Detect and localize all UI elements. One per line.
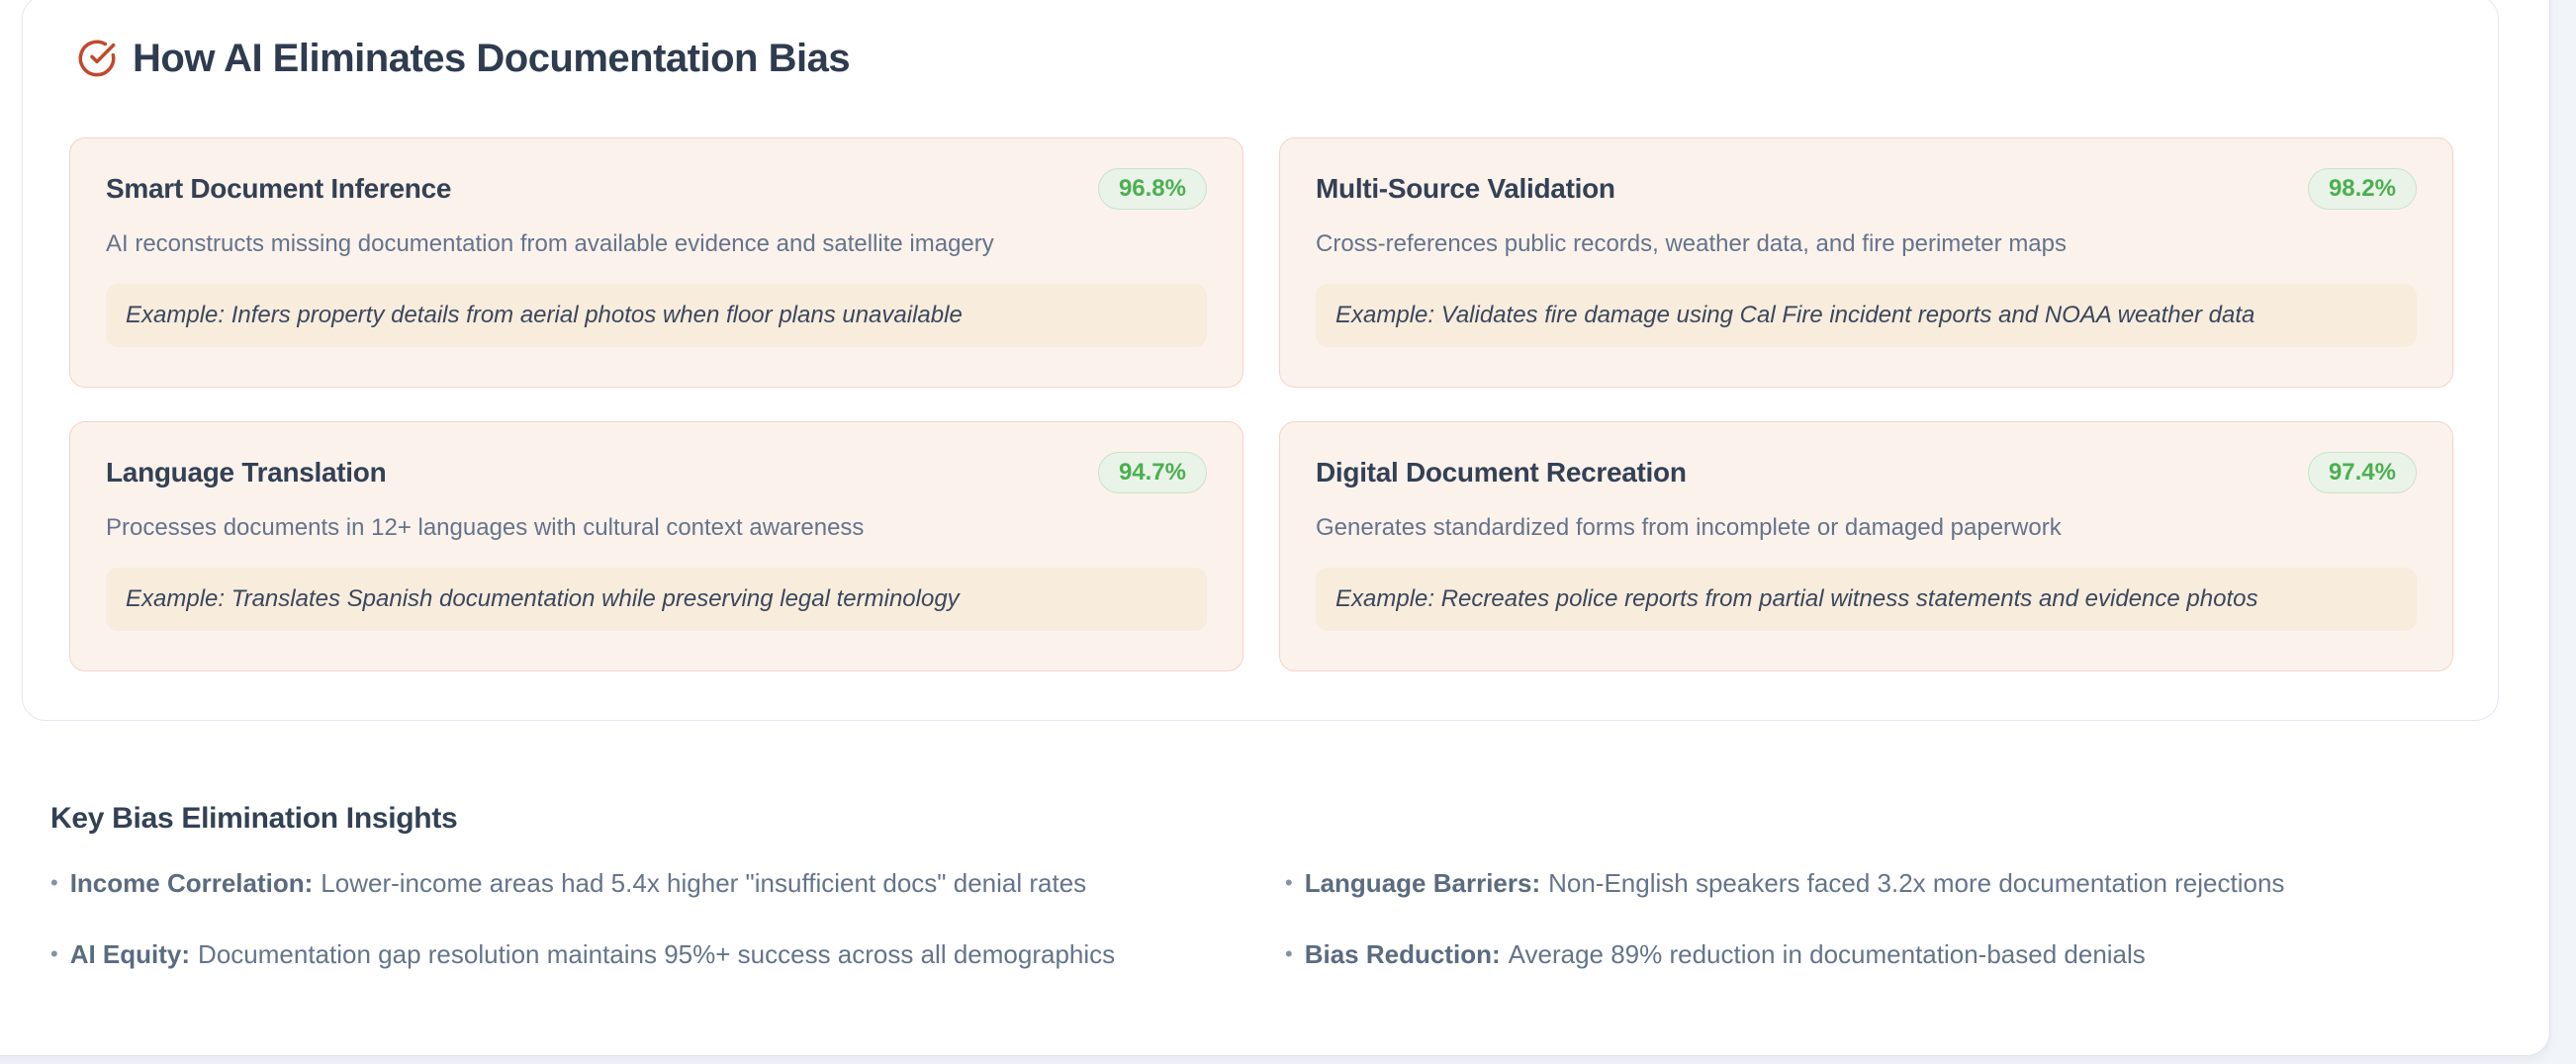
- insight-income-correlation: • Income Correlation: Lower-income areas h…: [50, 867, 1230, 899]
- feature-card-multi-source-validation: Multi-Source Validation 98.2% Cross-refe…: [1279, 137, 2453, 388]
- card-description: AI reconstructs missing documentation fr…: [106, 230, 994, 257]
- insights-heading: Key Bias Elimination Insights: [50, 802, 458, 835]
- panel-title: How AI Eliminates Documentation Bias: [133, 37, 851, 80]
- insight-label: Income Correlation:: [69, 868, 314, 898]
- bullet-icon: •: [50, 941, 58, 966]
- ai-bias-panel: How AI Eliminates Documentation Bias Sma…: [22, 0, 2499, 721]
- card-description: Processes documents in 12+ languages wit…: [106, 514, 865, 541]
- card-title: Multi-Source Validation: [1316, 173, 1615, 204]
- card-example: Example: Translates Spanish documentatio…: [106, 568, 1207, 631]
- bullet-icon: •: [1285, 870, 1293, 895]
- insights-section: Key Bias Elimination Insights • Income Co…: [50, 800, 2464, 970]
- feature-card-digital-document-recreation: Digital Document Recreation 97.4% Genera…: [1279, 421, 2453, 671]
- accuracy-badge: 98.2%: [2307, 168, 2417, 210]
- feature-card-language-translation: Language Translation 94.7% Processes doc…: [69, 421, 1243, 671]
- insight-language-barriers: • Language Barriers: Non-English speakers …: [1285, 867, 2464, 899]
- insight-label: Language Barriers:: [1304, 868, 1541, 898]
- bullet-icon: •: [1285, 941, 1293, 966]
- card-description: Cross-references public records, weather…: [1316, 230, 2067, 257]
- feature-card-smart-document-inference: Smart Document Inference 96.8% AI recons…: [69, 137, 1243, 388]
- insight-text: Lower-income areas had 5.4x higher "insu…: [321, 868, 1087, 898]
- panel-header: How AI Eliminates Documentation Bias: [77, 36, 851, 81]
- insight-label: Bias Reduction:: [1304, 939, 1501, 969]
- card-title: Smart Document Inference: [106, 173, 452, 204]
- card-header: Smart Document Inference 96.8%: [106, 168, 1207, 210]
- feature-cards-grid: Smart Document Inference 96.8% AI recons…: [69, 137, 2453, 671]
- card-example: Example: Validates fire damage using Cal…: [1316, 284, 2417, 347]
- insight-text: Non-English speakers faced 3.2x more doc…: [1548, 868, 2285, 898]
- card-header: Language Translation 94.7%: [106, 452, 1207, 493]
- check-circle-icon: [77, 39, 117, 78]
- card-example: Example: Infers property details from ae…: [106, 284, 1207, 347]
- accuracy-badge: 97.4%: [2307, 452, 2417, 493]
- insight-text: Average 89% reduction in documentation-b…: [1508, 939, 2146, 969]
- card-example: Example: Recreates police reports from p…: [1316, 568, 2417, 631]
- insight-bias-reduction: • Bias Reduction: Average 89% reduction in…: [1285, 938, 2464, 970]
- insight-text: Documentation gap resolution maintains 9…: [198, 939, 1116, 969]
- card-header: Multi-Source Validation 98.2%: [1316, 168, 2417, 210]
- card-title: Language Translation: [106, 457, 387, 488]
- card-header: Digital Document Recreation 97.4%: [1316, 452, 2417, 493]
- insight-label: AI Equity:: [69, 939, 191, 969]
- accuracy-badge: 94.7%: [1097, 452, 1207, 493]
- insight-ai-equity: • AI Equity: Documentation gap resolution …: [50, 938, 1230, 970]
- accuracy-badge: 96.8%: [1097, 168, 1207, 210]
- card-title: Digital Document Recreation: [1316, 457, 1687, 488]
- insights-grid: • Income Correlation: Lower-income areas h…: [50, 867, 2464, 970]
- card-description: Generates standardized forms from incomp…: [1316, 514, 2062, 541]
- bullet-icon: •: [50, 870, 58, 895]
